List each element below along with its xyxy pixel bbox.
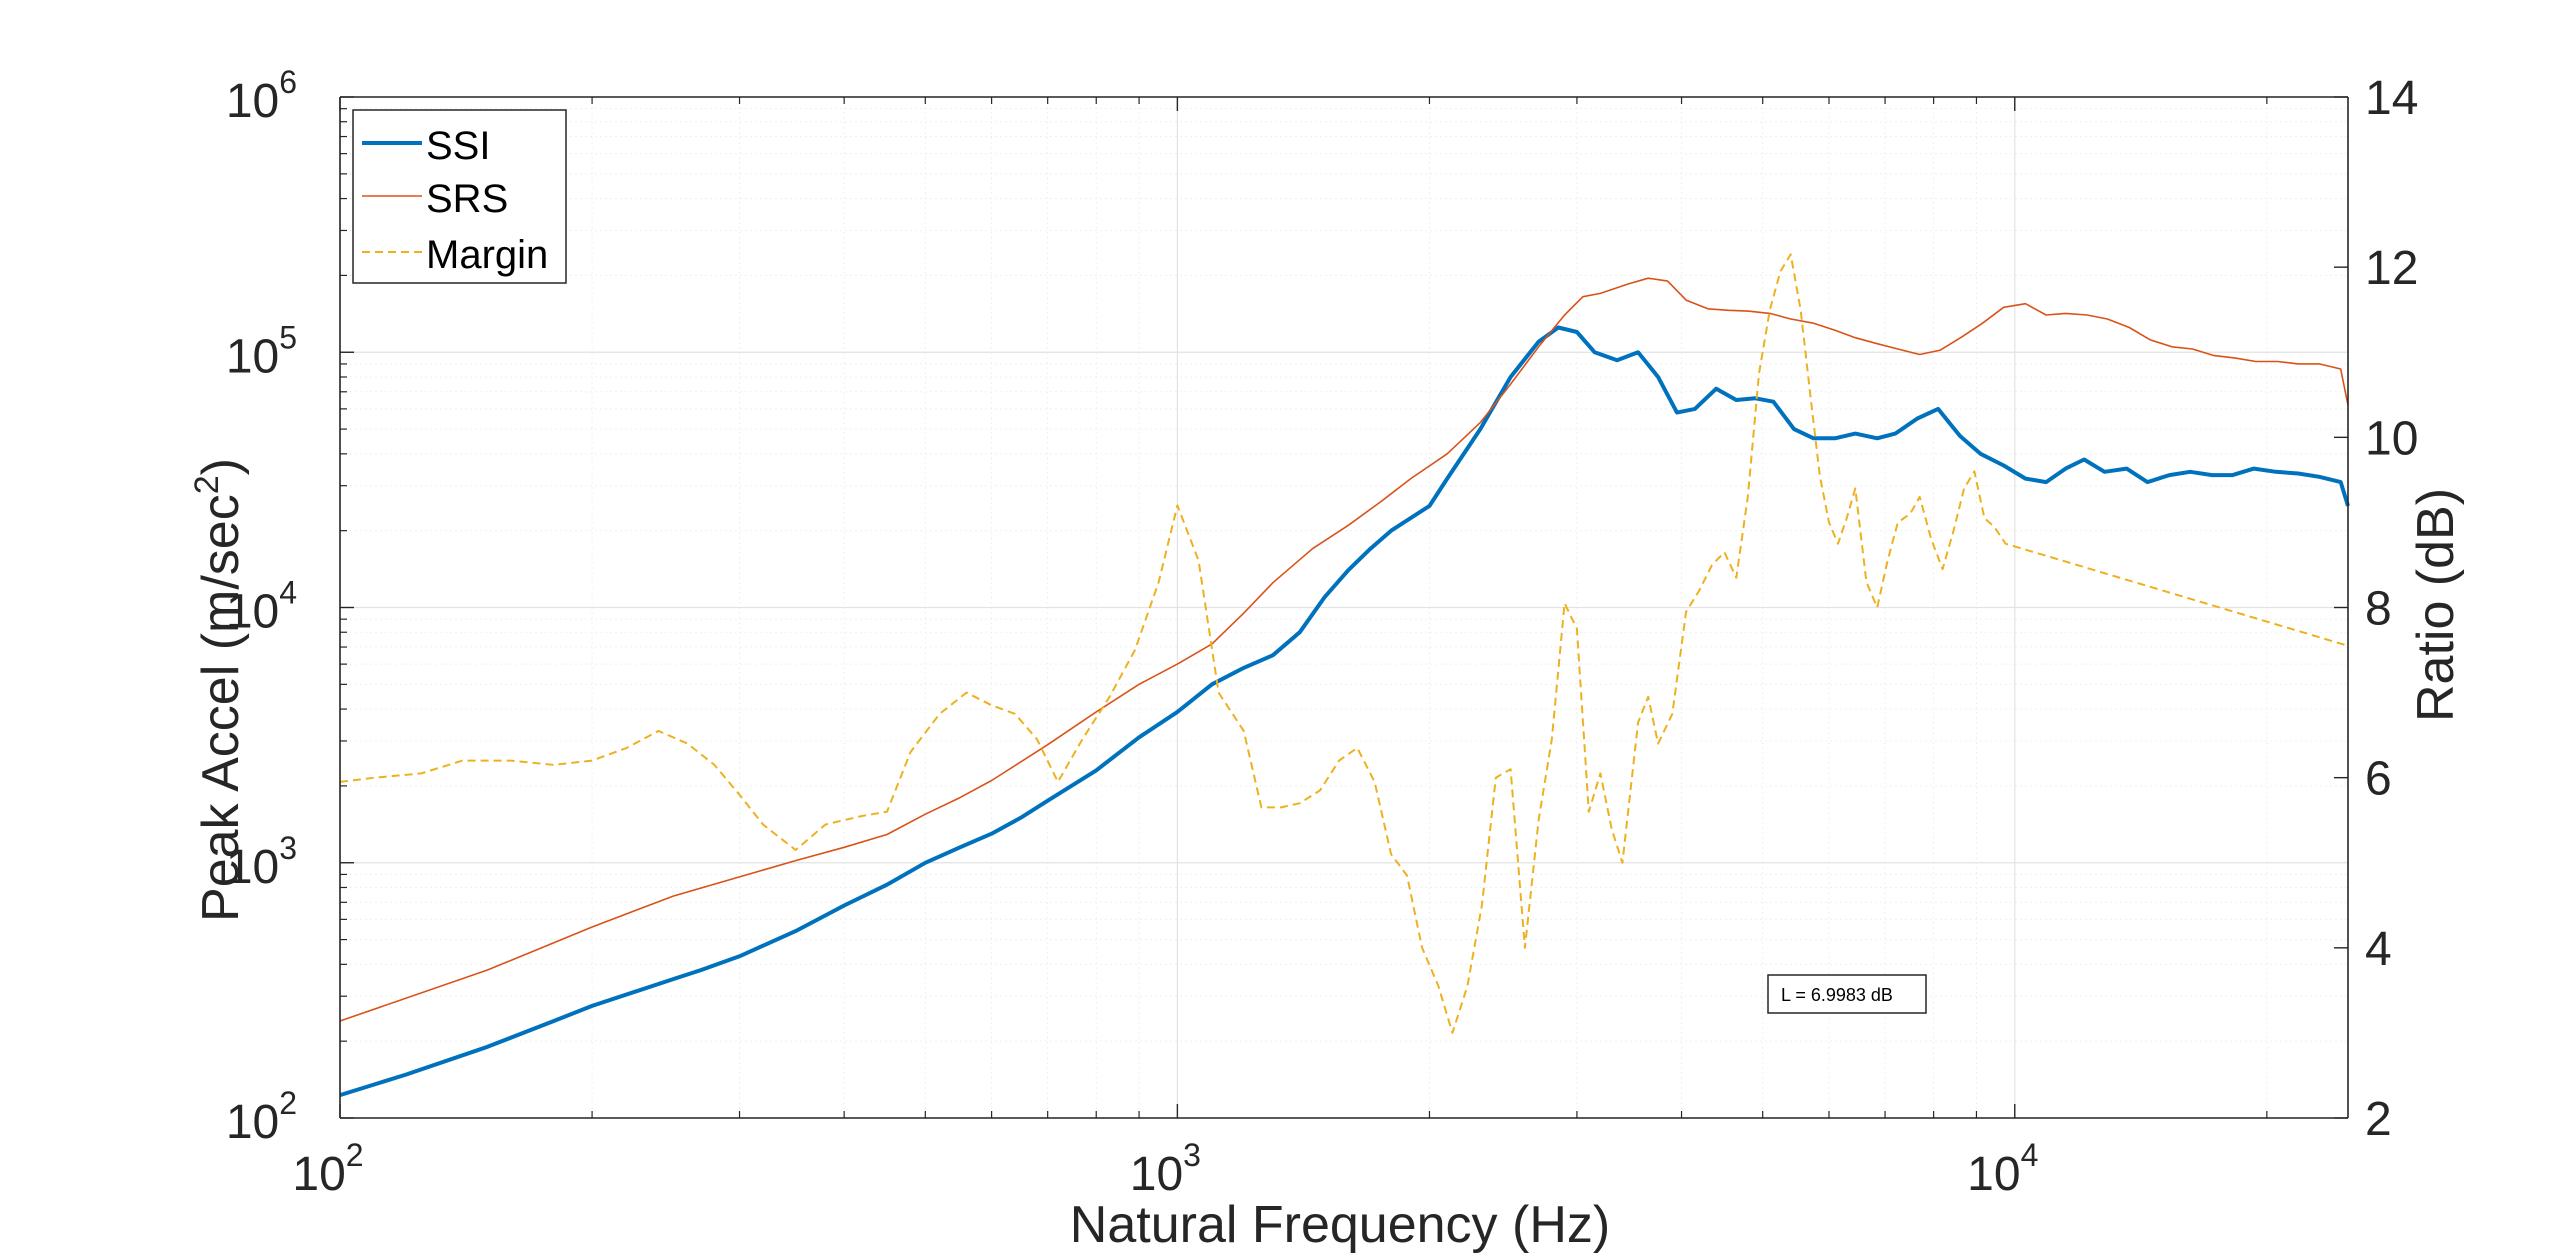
y2-tick-label: 10 [2365,412,2418,465]
series-line-margin [339,253,2349,1034]
y2-tick-label: 12 [2365,242,2418,295]
legend-label-srs: SRS [426,177,508,221]
series-line-srs [339,277,2349,1022]
axes-layer [339,96,2349,1119]
y2-tick-label: 14 [2365,72,2418,125]
x-tick-label: 103 [1130,1137,1201,1201]
y-tick-label-base: 10 [226,841,279,894]
x-axis-label: Natural Frequency (Hz) [1070,1196,1610,1254]
x-tick-label: 104 [1967,1137,2038,1201]
legend-label-margin: Margin [426,233,548,277]
annotation-text: L = 6.9983 dB [1781,985,1893,1005]
y2-tick-label: 2 [2365,1093,2392,1146]
y-tick-label-exponent: 6 [279,64,297,100]
x-tick-label-exponent: 3 [1183,1137,1201,1173]
y-tick-label: 103 [226,830,297,894]
y-tick-label: 102 [226,1085,297,1149]
x-tick-label-exponent: 4 [2021,1137,2039,1173]
x-tick-label-base: 10 [1967,1148,2020,1201]
y-axis-label-superscript: 2 [188,475,226,494]
y-tick-label: 104 [226,575,297,639]
y-tick-label-base: 10 [226,330,279,383]
y-tick-label-exponent: 4 [279,575,297,611]
y-axis-label-main: Peak Accel (m/sec [192,494,250,922]
y-tick-label-exponent: 5 [279,319,297,355]
y2-tick-label: 4 [2365,923,2392,976]
y-tick-label-exponent: 2 [279,1085,297,1121]
y-axis-label-close: ) [192,458,250,475]
y-tick-label-base: 10 [226,75,279,128]
legend: SSI SRS Margin [352,109,567,284]
y-tick-label-exponent: 3 [279,830,297,866]
y-tick-label-base: 10 [226,586,279,639]
y-axis-label: Peak Accel (m/sec2) [188,458,250,922]
y-tick-label-base: 10 [226,1096,279,1149]
y2-axis-label: Ratio (dB) [2407,488,2465,722]
series-line-ssi [339,325,2350,1098]
y2-tick-label: 6 [2365,753,2392,806]
annotation-frame [1767,974,1927,1014]
annotation-box: L = 6.9983 dB [1767,974,1927,1014]
x-tick-label-base: 10 [292,1148,345,1201]
x-tick-label-exponent: 2 [346,1137,364,1173]
y-tick-label: 105 [226,319,297,383]
series-layer [339,253,2350,1098]
y-tick-label: 106 [226,64,297,128]
x-tick-label-base: 10 [1130,1148,1183,1201]
x-tick-label: 102 [292,1137,363,1201]
y2-tick-label: 8 [2365,583,2392,636]
legend-label-ssi: SSI [426,124,490,168]
